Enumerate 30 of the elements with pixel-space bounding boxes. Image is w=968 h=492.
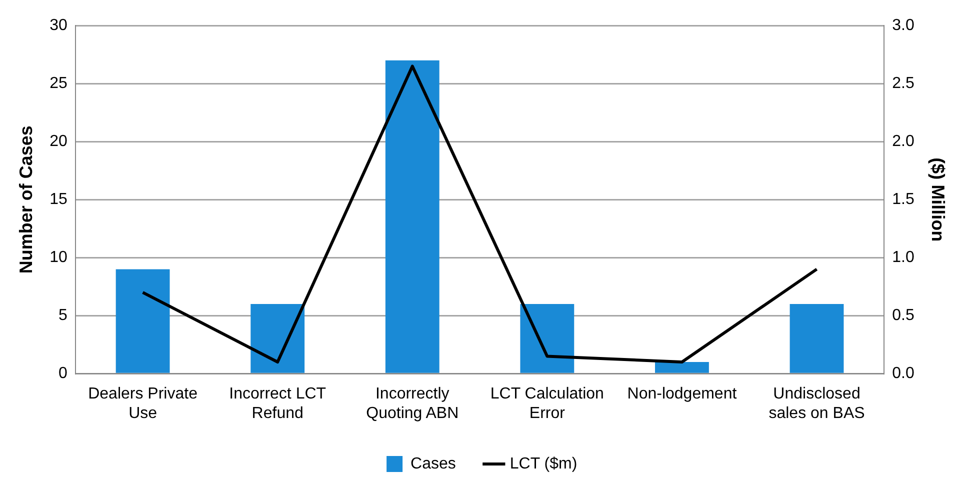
y2-tick-label: 1.0 xyxy=(892,249,914,266)
legend-label: LCT ($m) xyxy=(510,455,578,472)
y2-tick-label: 3.0 xyxy=(892,17,914,34)
x-tick-label: Dealers Private Use xyxy=(88,386,198,422)
bar xyxy=(250,304,305,373)
y-tick-label: 30 xyxy=(50,17,68,34)
x-tick-label: Incorrectly Quoting ABN xyxy=(366,386,459,422)
bar xyxy=(655,362,709,373)
bar xyxy=(790,304,844,373)
y2-tick-label: 0.0 xyxy=(892,365,914,382)
y2-axis-title: ($) Million xyxy=(928,158,948,242)
bar xyxy=(385,60,440,373)
y2-tick-label: 0.5 xyxy=(892,307,914,324)
y2-tick-label: 1.5 xyxy=(892,191,914,208)
y-tick-label: 10 xyxy=(50,249,68,266)
x-tick-label: Undisclosed sales on BAS xyxy=(768,386,865,422)
bar xyxy=(520,304,574,373)
x-tick-label: Non-lodgement xyxy=(627,386,738,403)
y2-tick-label: 2.5 xyxy=(892,75,914,92)
y-tick-label: 0 xyxy=(58,365,68,382)
y-tick-label: 5 xyxy=(58,307,68,324)
y-tick-label: 15 xyxy=(50,191,68,208)
y2-tick-label: 2.0 xyxy=(892,133,914,150)
x-tick-label: LCT Calculation Error xyxy=(490,386,604,422)
bar xyxy=(116,269,170,373)
y-tick-label: 20 xyxy=(50,133,68,150)
y-axis-title: Number of Cases xyxy=(16,126,36,274)
x-tick-label: Incorrect LCT Refund xyxy=(229,386,326,422)
y-tick-label: 25 xyxy=(50,75,68,92)
legend-label: Cases xyxy=(410,455,456,472)
